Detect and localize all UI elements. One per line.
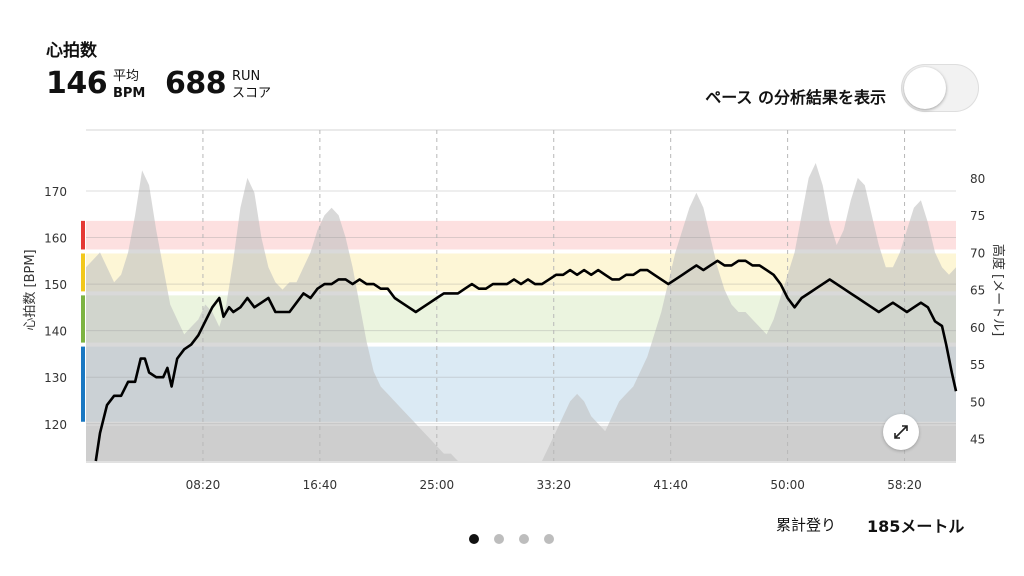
hr-zone-marker — [81, 220, 85, 250]
hr-zone-marker — [81, 253, 85, 292]
page-indicator — [469, 534, 554, 544]
toggle-knob — [904, 67, 946, 109]
y2-tick-label: 55 — [970, 358, 985, 372]
expand-icon — [894, 425, 908, 439]
y2-tick-label: 60 — [970, 321, 985, 335]
page-dot[interactable] — [544, 534, 554, 544]
run-score-label-top: RUN — [232, 69, 261, 84]
altitude-area — [86, 163, 956, 461]
chart-title: 心拍数 — [46, 41, 97, 61]
expand-button[interactable] — [883, 414, 919, 450]
y-tick-label: 170 — [44, 185, 67, 199]
elevation-value: 185メートル — [867, 517, 965, 536]
avg-hr-value: 146 — [46, 66, 108, 101]
x-tick-label: 58:20 — [887, 478, 922, 492]
run-score-label-bottom: スコア — [232, 86, 272, 101]
heart-rate-line — [94, 259, 958, 462]
y-axis-label: 心拍数 [BPM] — [23, 249, 38, 330]
y2-axis-label: 高度 [メートル] — [990, 244, 1006, 336]
avg-hr-label-top: 平均 — [113, 69, 140, 84]
hr-zone-marker — [81, 346, 85, 422]
run-score-value: 688 — [165, 66, 227, 101]
avg-hr-label: 平均 BPM — [113, 68, 145, 102]
y-tick-label: 160 — [44, 232, 67, 246]
y2-tick-label: 70 — [970, 246, 985, 260]
y-tick-label: 150 — [44, 278, 67, 292]
x-tick-label: 08:20 — [186, 478, 221, 492]
avg-hr-label-bottom: BPM — [113, 86, 146, 101]
page-dot[interactable] — [469, 534, 479, 544]
elevation-label: 累計登り — [776, 516, 837, 534]
x-tick-label: 25:00 — [420, 478, 455, 492]
y2-tick-label: 75 — [970, 209, 985, 223]
left-y-axis: 120 130 140 150 160 170 — [44, 185, 67, 432]
grid-lines — [86, 129, 956, 461]
page-dot[interactable] — [519, 534, 529, 544]
run-score-label: RUN スコア — [232, 68, 271, 102]
x-axis: 08:20 16:40 25:00 33:20 41:40 50:00 58:20 — [186, 478, 922, 492]
pace-toggle-label: ペース の分析結果を表示 — [705, 88, 886, 107]
x-tick-label: 41:40 — [653, 478, 688, 492]
y2-tick-label: 45 — [970, 433, 985, 447]
y2-tick-label: 65 — [970, 284, 985, 298]
y-tick-label: 130 — [44, 371, 67, 385]
y2-tick-label: 50 — [970, 395, 985, 409]
hr-zone-marker — [81, 295, 85, 343]
y-tick-label: 120 — [44, 418, 67, 432]
right-y-axis: 45 50 55 60 65 70 75 80 — [970, 172, 985, 447]
x-tick-label: 16:40 — [303, 478, 338, 492]
y-tick-label: 140 — [44, 325, 67, 339]
pace-toggle[interactable] — [901, 64, 979, 112]
x-tick-label: 50:00 — [770, 478, 805, 492]
y2-tick-label: 80 — [970, 172, 985, 186]
x-tick-label: 33:20 — [536, 478, 571, 492]
page-dot[interactable] — [494, 534, 504, 544]
